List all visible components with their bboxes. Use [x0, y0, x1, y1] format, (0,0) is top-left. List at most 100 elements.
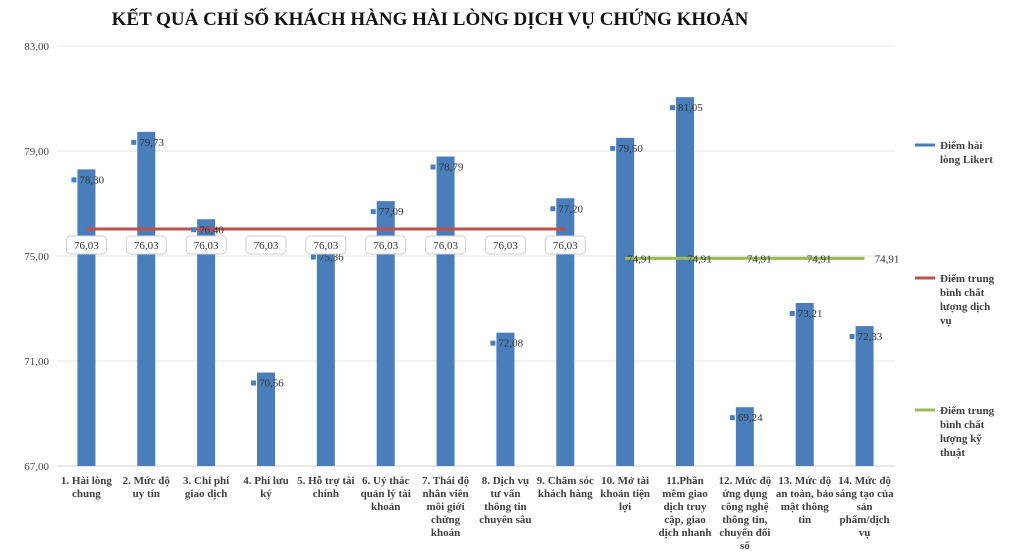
category-label: 4. Phí lưu: [243, 475, 288, 487]
label-marker: [670, 105, 675, 111]
bar-value-label: 69,24: [738, 412, 763, 424]
legend-label: bình chất: [940, 419, 985, 431]
label-marker: [251, 380, 256, 386]
callout-box: [425, 235, 467, 255]
category-label: 2. Mức độ: [123, 475, 171, 487]
label-marker: [370, 209, 376, 215]
line-value-label: 76,03: [134, 240, 159, 252]
category-label: sản: [857, 501, 873, 513]
callout-box: [305, 235, 347, 255]
category-label: tư vấn: [490, 488, 520, 500]
y-tick-label: 79,00: [24, 146, 49, 158]
label-marker: [849, 334, 855, 340]
label-marker: [550, 206, 556, 212]
category-label: 6. Uỷ thác: [362, 475, 409, 487]
category-label: dịch nhanh: [659, 527, 712, 539]
label-marker: [610, 145, 616, 151]
bar-value-label: 70,56: [259, 378, 284, 390]
legend-label: Điểm trung: [940, 405, 995, 417]
category-label: uy tín: [133, 488, 160, 500]
legend-label: lượng kỹ: [940, 433, 982, 445]
line-value-label: 74,91: [875, 253, 900, 265]
bars: [77, 97, 874, 466]
bar: [855, 326, 874, 466]
bar-value-label: 73,21: [798, 308, 823, 320]
line-value-label: 76,03: [194, 240, 219, 252]
category-label: an toàn, bảo: [776, 488, 834, 500]
line-value-label: 76,03: [433, 240, 458, 252]
category-label: 13. Mức độ: [778, 475, 831, 487]
bar-value-label: 79,50: [618, 143, 643, 155]
legend-label: thuật: [940, 447, 965, 459]
bar: [316, 246, 335, 466]
line-value-label: 76,03: [373, 240, 398, 252]
category-label: nhân viên: [422, 488, 468, 500]
label-marker: [729, 415, 735, 421]
y-tick-label: 71,00: [24, 356, 49, 368]
line-value-label: 76,03: [254, 240, 279, 252]
category-label: chính: [313, 488, 339, 500]
chart-title: KẾT QUẢ CHỈ SỐ KHÁCH HÀNG HÀI LÒNG DỊCH …: [112, 8, 749, 30]
bar-value-label: 78,79: [439, 162, 464, 174]
category-label: số: [740, 540, 750, 552]
bar: [676, 97, 694, 466]
legend-label: bình chất: [940, 287, 985, 299]
bar-value-label: 78,30: [79, 174, 104, 186]
data-labels: 78,30 79,73 76,40 70,56 75,36 77,09 78,79 72,08…: [65, 102, 900, 424]
bar: [197, 219, 216, 466]
category-label: 5. Hỗ trợ tài: [297, 475, 354, 487]
line-value-label: 76,03: [74, 240, 99, 252]
line-value-label: 76,03: [493, 240, 518, 252]
label-marker: [131, 139, 137, 145]
label-marker: [191, 227, 197, 233]
callout-box: [245, 235, 287, 255]
bar: [496, 332, 515, 466]
category-label: tin: [798, 514, 811, 526]
bar: [556, 198, 575, 466]
category-label: chứng: [431, 514, 461, 526]
category-label: thông tin,: [722, 514, 767, 526]
bar-value-label: 75,36: [319, 252, 344, 264]
bar: [77, 169, 96, 466]
legend: Điểm hài lòng Likert Điểm trung bình chất lư…: [915, 140, 995, 459]
grid: 67,00 71,00 75,00 79,00 83,00: [24, 41, 895, 473]
category-label: môi giới: [426, 501, 464, 513]
category-label: công nghệ: [721, 501, 768, 513]
callout-box: [125, 235, 167, 255]
category-label: 9. Chăm sóc: [537, 475, 594, 487]
category-label: 11.Phần: [666, 475, 704, 487]
legend-label: lượng dịch: [940, 301, 990, 313]
line-value-label: 76,03: [313, 240, 338, 252]
category-label: lợi: [619, 501, 631, 513]
bar-value-label: 77,09: [379, 206, 404, 218]
category-label: phẩm/dịch: [840, 514, 890, 526]
bar: [376, 201, 395, 466]
category-label: giao dịch: [185, 488, 227, 500]
legend-label: Điểm hài: [940, 140, 982, 152]
label-marker: [71, 177, 77, 183]
bar-value-label: 77,20: [558, 203, 583, 215]
callout-box: [484, 235, 526, 255]
callout-box: [65, 235, 107, 255]
y-tick-label: 67,00: [24, 461, 49, 473]
bar-value-label: 72,08: [498, 338, 523, 350]
label-marker: [789, 310, 795, 316]
callout-box: [365, 235, 407, 255]
category-label: 8. Dịch vụ: [482, 475, 529, 487]
category-label: vụ: [859, 527, 871, 539]
bar: [257, 372, 275, 466]
category-label: ứng dụng: [722, 488, 767, 500]
category-label: cập, giao: [664, 514, 706, 526]
lines: [86, 227, 865, 260]
category-label: quản lý tài: [361, 488, 411, 500]
bar-value-label: 76,40: [199, 224, 224, 236]
line-value-label: 74,91: [687, 253, 712, 265]
legend-label: Điểm trung: [940, 273, 995, 285]
category-label: khách hàng: [538, 488, 593, 500]
bar: [436, 156, 455, 466]
y-tick-label: 83,00: [24, 41, 49, 53]
category-label: khoản: [371, 501, 400, 513]
label-marker: [490, 340, 496, 346]
